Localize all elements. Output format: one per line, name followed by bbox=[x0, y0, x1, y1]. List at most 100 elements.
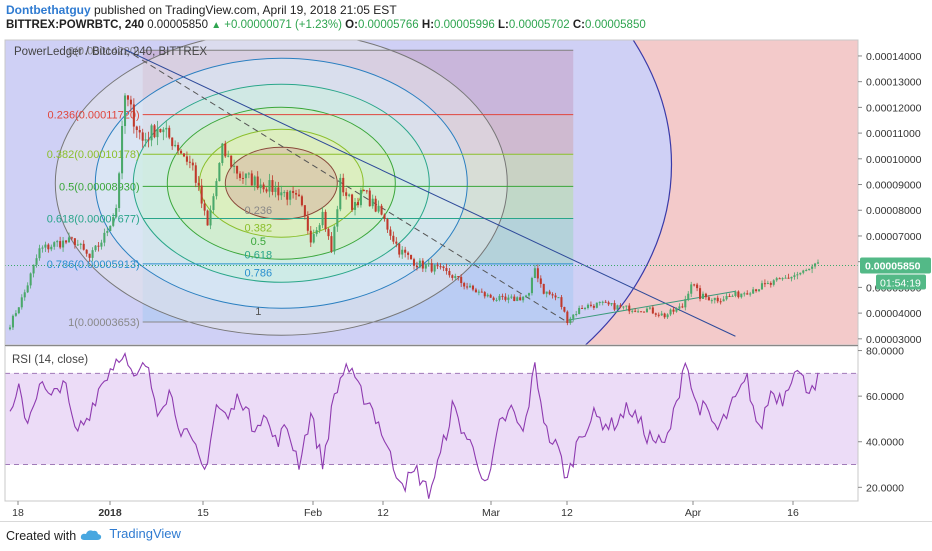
candle-body bbox=[115, 208, 118, 217]
price-chart[interactable]: 0(0.00014220) 0.236(0.00011720) 0.382(0.00… bbox=[0, 0, 932, 521]
candle-body bbox=[59, 241, 62, 248]
candle-body bbox=[253, 176, 256, 186]
candle-body bbox=[696, 284, 699, 289]
open-value: 0.00005766 bbox=[357, 19, 419, 31]
candle-body bbox=[227, 155, 230, 157]
candle-body bbox=[303, 205, 306, 217]
candle-body bbox=[498, 295, 501, 300]
candle-body bbox=[699, 288, 702, 299]
candle-body bbox=[20, 297, 23, 308]
candle-body bbox=[572, 314, 575, 319]
candle-body bbox=[539, 278, 542, 284]
candle-body bbox=[348, 194, 351, 196]
candle-body bbox=[439, 266, 442, 268]
candle-body bbox=[554, 295, 557, 298]
chart-title: PowerLedger / Bitcoin, 240, BITTREX bbox=[14, 46, 207, 58]
candle-body bbox=[238, 173, 242, 178]
symbol-label: BITTREX:POWRBTC, 240 bbox=[6, 19, 145, 31]
candle-body bbox=[811, 266, 814, 269]
candle-body bbox=[560, 297, 563, 307]
trendline bbox=[124, 49, 736, 337]
candle-body bbox=[126, 95, 129, 100]
candle-body bbox=[359, 189, 362, 206]
candle-body bbox=[486, 294, 489, 297]
candle-body bbox=[132, 104, 135, 127]
fib-circle bbox=[224, 146, 338, 220]
candle-body bbox=[70, 237, 73, 239]
fib-circle-label: 0.5 bbox=[251, 236, 266, 248]
countdown-tag bbox=[876, 274, 926, 290]
candle-body bbox=[675, 308, 678, 312]
candle-body bbox=[551, 294, 554, 296]
candle-body bbox=[613, 303, 616, 310]
candle-body bbox=[530, 278, 533, 294]
candle-body bbox=[144, 139, 147, 141]
candle-body bbox=[740, 293, 743, 298]
countdown-tag-label: 01:54:19 bbox=[880, 278, 921, 290]
candle-body bbox=[221, 143, 224, 164]
candle-body bbox=[816, 262, 820, 264]
candle-body bbox=[194, 165, 197, 183]
candle-body bbox=[362, 189, 365, 191]
candle-body bbox=[330, 236, 333, 252]
candle-body bbox=[141, 132, 144, 141]
candle-body bbox=[191, 162, 194, 166]
candle-body bbox=[88, 253, 91, 258]
candle-body bbox=[545, 291, 548, 294]
candle-body bbox=[44, 244, 47, 248]
candle-body bbox=[648, 307, 651, 309]
candle-body bbox=[218, 163, 221, 182]
candle-body bbox=[118, 173, 121, 209]
candle-body bbox=[168, 127, 171, 138]
candle-body bbox=[35, 258, 38, 265]
candle-body bbox=[430, 263, 433, 272]
candle-body bbox=[306, 216, 309, 231]
candle-body bbox=[799, 272, 802, 275]
candle-body bbox=[533, 268, 536, 279]
y-tick-label: 0.00003000 bbox=[866, 334, 922, 346]
candle-body bbox=[448, 270, 451, 276]
x-tick-label: Mar bbox=[482, 507, 501, 519]
candle-body bbox=[787, 277, 790, 279]
candle-body bbox=[300, 196, 303, 206]
fib-level-label: 0.382(0.00010178) bbox=[47, 149, 140, 161]
candle-body bbox=[734, 291, 737, 296]
candle-body bbox=[598, 301, 601, 303]
candle-body bbox=[174, 144, 177, 147]
fib-circle-label: 0.618 bbox=[245, 249, 273, 261]
candle-body bbox=[628, 305, 631, 312]
candle-body bbox=[256, 176, 259, 189]
fib-level-label: 0.786(0.00005913) bbox=[47, 259, 140, 271]
low-label: L: bbox=[498, 19, 509, 31]
candle-body bbox=[312, 234, 315, 243]
close-value: 0.00005850 bbox=[584, 19, 646, 31]
candle-body bbox=[17, 307, 20, 314]
candle-body bbox=[56, 241, 59, 243]
y-tick-label: 0.00007000 bbox=[866, 231, 922, 243]
candle-body bbox=[121, 126, 124, 174]
candle-body bbox=[247, 173, 250, 175]
author-link[interactable]: Dontbethatguy bbox=[6, 3, 91, 17]
candle-body bbox=[492, 297, 495, 300]
rsi-y-tick-label: 60.0000 bbox=[866, 391, 904, 403]
candle-body bbox=[507, 297, 510, 300]
candle-body bbox=[407, 252, 410, 255]
candle-body bbox=[642, 311, 646, 313]
fib-level-label: 0.5(0.00008930) bbox=[59, 181, 140, 193]
up-arrow-icon: ▲ bbox=[211, 20, 222, 31]
candle-body bbox=[398, 243, 401, 255]
candle-body bbox=[292, 190, 295, 194]
candle-body bbox=[180, 150, 183, 154]
candle-body bbox=[722, 299, 725, 302]
candle-body bbox=[755, 289, 758, 292]
candle-body bbox=[522, 296, 525, 301]
candle-body bbox=[73, 238, 76, 246]
candle-body bbox=[377, 205, 380, 212]
candle-body bbox=[97, 245, 100, 247]
candle-body bbox=[760, 283, 764, 290]
fib-circle-label: 1 bbox=[255, 306, 261, 318]
candle-body bbox=[763, 283, 766, 285]
tradingview-link[interactable]: TradingView bbox=[80, 526, 181, 542]
main-plot: 0(0.00014220) 0.236(0.00011720) 0.382(0.00… bbox=[5, 40, 858, 345]
candle-body bbox=[710, 300, 713, 302]
